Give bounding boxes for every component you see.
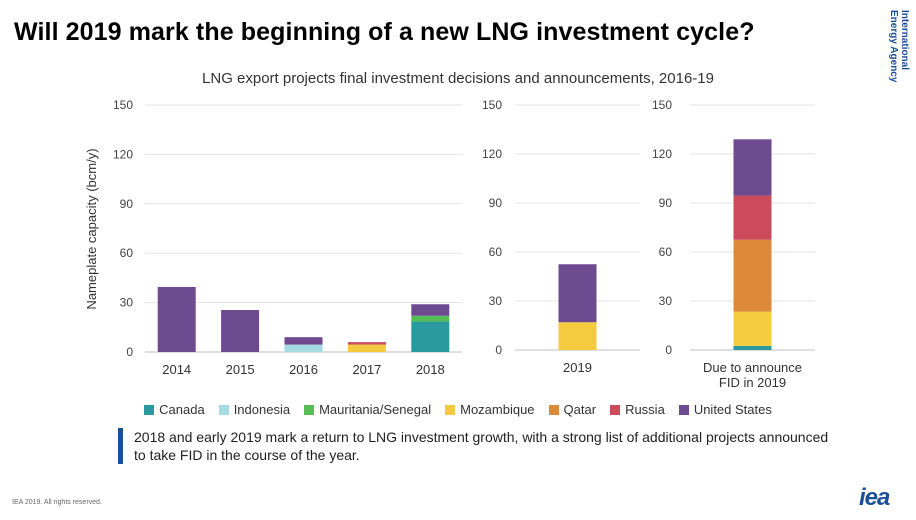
legend-label: Mozambique [460, 402, 535, 417]
legend-swatch [678, 404, 689, 415]
legend-swatch [445, 404, 456, 415]
y-tick-label: 60 [659, 245, 673, 259]
legend-swatch [218, 404, 229, 415]
bar-segment-mozambique [733, 311, 772, 346]
x-category-label: Due to announce FID in 2019 [703, 360, 802, 390]
key-message-note: 2018 and early 2019 mark a return to LNG… [118, 428, 834, 464]
y-tick-label: 120 [113, 147, 133, 161]
bar-segment-united-states [411, 304, 450, 316]
legend-label: Mauritania/Senegal [319, 402, 432, 417]
y-tick-label: 120 [482, 147, 502, 161]
y-tick-label: 60 [489, 245, 503, 259]
bar-segment-russia [347, 342, 386, 345]
bar-segment-russia [733, 195, 772, 240]
legend-item: Indonesia [218, 402, 291, 417]
y-axis-label: Nameplate capacity (bcm/y) [84, 148, 99, 309]
legend-item: United States [678, 402, 772, 417]
legend-item: Canada [144, 402, 205, 417]
y-tick-label: 90 [489, 196, 503, 210]
chart-legend: Canada Indonesia Mauritania/Senegal Mozambi… [0, 402, 916, 417]
legend-label: United States [693, 402, 772, 417]
bar-segment-united-states [558, 264, 597, 323]
y-tick-label: 30 [659, 294, 673, 308]
x-category-label: 2016 [289, 362, 318, 377]
y-tick-label: 150 [652, 98, 672, 112]
bar-segment-united-states [733, 139, 772, 196]
bar-segment-mauritania-senegal [411, 315, 450, 322]
x-category-label: 2017 [352, 362, 381, 377]
y-tick-label: 0 [495, 343, 502, 357]
bar-segment-canada [733, 345, 772, 350]
chart-title: LNG export projects final investment dec… [202, 70, 714, 87]
y-tick-label: 30 [120, 296, 134, 310]
y-tick-label: 0 [126, 345, 133, 359]
x-category-label: 2018 [416, 362, 445, 377]
legend-swatch [548, 404, 559, 415]
legend-item: Mauritania/Senegal [304, 402, 431, 417]
legend-swatch [610, 404, 621, 415]
x-category-label: 2015 [226, 362, 255, 377]
y-tick-label: 60 [120, 246, 134, 260]
legend-item: Russia [610, 402, 665, 417]
y-tick-label: 90 [659, 196, 673, 210]
copyright-footer: IEA 2019. All rights reserved. [12, 499, 102, 506]
x-category-label: 2019 [563, 360, 592, 375]
bar-segment-united-states [157, 286, 196, 352]
stacked-bar-chart: 0 30 60 90 120 150 2014 2015 2016 2017 2018 0 30 60 90… [84, 98, 815, 390]
legend-swatch [304, 404, 315, 415]
iea-logo: iea [859, 484, 890, 511]
y-tick-label: 0 [665, 343, 672, 357]
bar-segment-indonesia [284, 344, 323, 352]
y-tick-label: 150 [113, 98, 133, 112]
legend-label: Canada [159, 402, 205, 417]
bar-segment-canada [411, 321, 450, 352]
legend-label: Qatar [563, 402, 597, 417]
legend-item: Mozambique [445, 402, 535, 417]
legend-label: Russia [625, 402, 665, 417]
legend-label: Indonesia [233, 402, 291, 417]
y-tick-label: 150 [482, 98, 502, 112]
bar-segment-mozambique [347, 344, 386, 352]
bar-segment-united-states [221, 310, 260, 352]
y-tick-label: 120 [652, 147, 672, 161]
bar-segment-united-states [284, 337, 323, 345]
page-title: Will 2019 mark the beginning of a new LN… [14, 18, 755, 46]
y-tick-label: 90 [120, 197, 134, 211]
legend-item: Qatar [548, 402, 597, 417]
bar-segment-qatar [733, 239, 772, 312]
x-category-label: 2014 [162, 362, 191, 377]
legend-swatch [144, 404, 155, 415]
y-tick-label: 30 [489, 294, 503, 308]
bar-segment-mozambique [558, 322, 597, 350]
